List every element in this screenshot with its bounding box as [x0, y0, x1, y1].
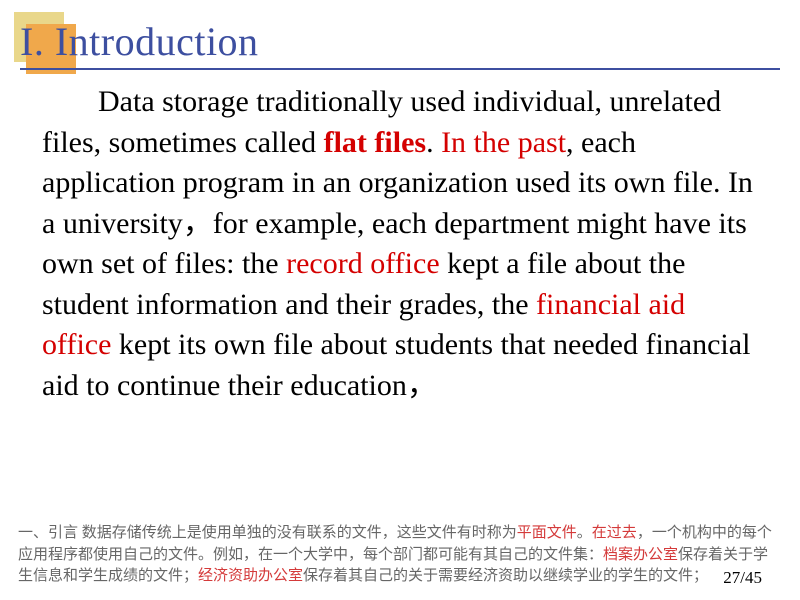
slide: I. Introduction Data storage traditional… [0, 0, 800, 600]
footer-text-span: 经济资助办公室 [198, 568, 303, 584]
footer-text-span: 。 [577, 525, 592, 541]
footer-text-span: 平面文件 [517, 525, 577, 541]
body-text-span: record office [286, 247, 440, 280]
footer-translation: 一、引言 数据存储传统上是使用单独的没有联系的文件，这些文件有时称为平面文件。在… [18, 523, 782, 588]
title-underline [20, 68, 780, 70]
body-text: Data storage traditionally used individu… [42, 82, 762, 406]
page-number: 27/45 [723, 568, 762, 588]
body-text-span: kept its own file about students that ne… [42, 328, 750, 402]
footer-text-span: 档案办公室 [603, 547, 678, 563]
footer-text-span: 一、引言 数据存储传统上是使用单独的没有联系的文件，这些文件有时称为 [18, 525, 517, 541]
body-text-span: . [426, 126, 441, 159]
footer-text-span: 在过去 [592, 525, 637, 541]
footer-text-span: 保存着其自己的关于需要经济资助以继续学业的学生的文件； [303, 568, 708, 584]
body-text-span: In the past [441, 126, 566, 159]
body-text-span: flat files [324, 126, 426, 159]
slide-title: I. Introduction [20, 18, 259, 65]
